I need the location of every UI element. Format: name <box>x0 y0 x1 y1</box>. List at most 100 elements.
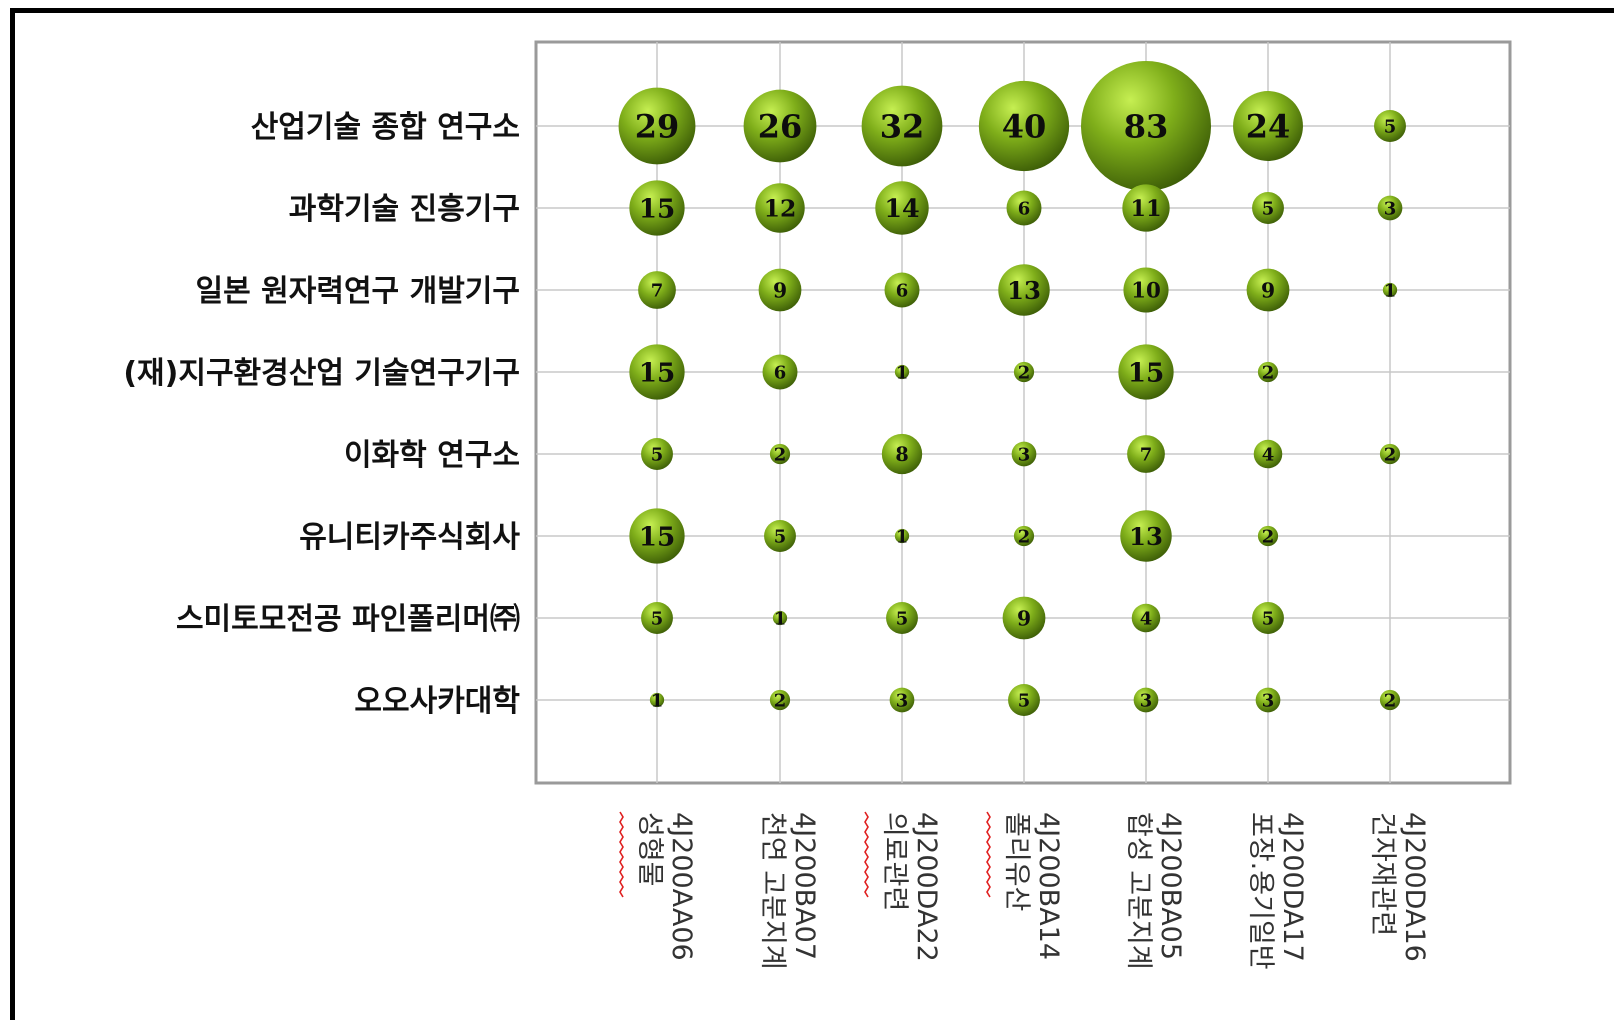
column-name-label: 합성 고분지계 <box>1123 812 1154 970</box>
bubble-value-label: 1 <box>896 526 909 547</box>
bubble <box>629 508 685 564</box>
bubble-value-label: 29 <box>635 108 680 146</box>
bubble <box>861 85 943 167</box>
bubble-value-label: 9 <box>773 278 787 302</box>
bubble-value-label: 3 <box>1018 444 1031 465</box>
bubble <box>886 602 918 634</box>
bubble-value-label: 5 <box>651 608 664 629</box>
bubble-value-label: 2 <box>1262 526 1275 547</box>
bubble-value-label: 4 <box>1262 444 1275 465</box>
bubble-value-label: 5 <box>1262 608 1275 629</box>
bubble-value-label: 2 <box>774 690 787 711</box>
bubble-value-label: 2 <box>1018 526 1031 547</box>
bubble-value-label: 2 <box>1384 444 1397 465</box>
bubble-value-label: 15 <box>639 357 676 388</box>
bubble <box>894 528 910 544</box>
bubble-value-label: 3 <box>1262 690 1275 711</box>
bubble-value-label: 32 <box>880 108 925 146</box>
bubble <box>1133 687 1159 713</box>
bubble-value-label: 6 <box>774 362 787 383</box>
bubble <box>1008 684 1040 716</box>
bubble-value-label: 1 <box>1384 280 1397 301</box>
bubble <box>978 80 1070 172</box>
bubble <box>1127 435 1165 473</box>
bubble-value-label: 9 <box>1017 606 1031 630</box>
spellcheck-squiggle <box>619 811 624 898</box>
bubble-value-label: 6 <box>1018 198 1031 219</box>
bubble <box>629 180 685 236</box>
bubble-value-label: 3 <box>1140 690 1153 711</box>
bubble <box>1252 192 1284 224</box>
bubble <box>1255 687 1281 713</box>
bubble <box>1011 441 1037 467</box>
bubble <box>1246 268 1290 312</box>
bubble <box>894 364 910 380</box>
bubble <box>1120 510 1172 562</box>
bubble <box>1013 361 1035 383</box>
column-name-label: 천연 고분지계 <box>757 812 788 970</box>
bubble-value-label: 6 <box>896 280 909 301</box>
column-code-label: 4J200BA14 <box>1033 812 1064 960</box>
column-code-label: 4J200BA07 <box>789 812 820 960</box>
bubble <box>875 181 929 235</box>
bubble-value-label: 13 <box>1007 276 1041 305</box>
bubble <box>1131 603 1161 633</box>
bubble <box>629 344 685 400</box>
bubble <box>881 433 923 475</box>
column-name-label: 의료관련 <box>879 812 910 911</box>
bubble-value-label: 2 <box>1018 362 1031 383</box>
column-code-label: 4J200DA16 <box>1399 812 1430 962</box>
outer-frame <box>10 8 1614 1020</box>
spellcheck-squiggle <box>986 811 991 898</box>
bubble <box>1374 110 1406 142</box>
bubble <box>889 687 915 713</box>
bubble <box>641 602 673 634</box>
bubble-value-label: 7 <box>1140 444 1153 465</box>
bubble-value-label: 8 <box>895 443 908 466</box>
bubble-value-label: 5 <box>1262 198 1275 219</box>
bubble <box>1233 91 1303 161</box>
bubble <box>649 692 665 708</box>
row-label: 유니티카주식회사 <box>299 520 520 555</box>
row-label: 일본 원자력연구 개발기구 <box>196 274 521 309</box>
bubble <box>1253 439 1283 469</box>
bubble-value-label: 3 <box>896 690 909 711</box>
spellcheck-squiggle <box>864 811 869 898</box>
bubble-value-label: 1 <box>896 362 909 383</box>
bubble-value-label: 26 <box>758 108 803 146</box>
row-label: 산업기술 종합 연구소 <box>251 110 520 145</box>
bubble <box>1257 525 1279 547</box>
bubble-value-label: 12 <box>764 194 797 222</box>
bubble-value-label: 2 <box>1384 690 1397 711</box>
bubble-value-label: 4 <box>1140 608 1153 629</box>
row-label: 이화학 연구소 <box>344 438 520 473</box>
bubble-value-label: 11 <box>1130 196 1161 222</box>
bubble-value-label: 3 <box>1384 198 1397 219</box>
bubbles: 29 26 32 40 83 24 515 12 14 6 11 5 37 9 6 13 10 9 115 6 1 2 15… <box>618 61 1406 716</box>
bubble <box>641 438 673 470</box>
bubble <box>743 89 817 163</box>
column-code-label: 4J200DA17 <box>1277 812 1308 962</box>
bubble <box>998 264 1050 316</box>
bubble <box>755 183 805 233</box>
column-code-label: 4J200AA06 <box>666 812 697 961</box>
bubble-value-label: 10 <box>1131 279 1161 304</box>
bubble-value-label: 5 <box>1018 690 1031 711</box>
bubble <box>1122 184 1170 232</box>
bubble <box>1252 602 1284 634</box>
bubble-value-label: 2 <box>1262 362 1275 383</box>
bubble <box>1006 190 1042 226</box>
column-name-label: 건자재관련 <box>1367 812 1398 936</box>
bubble-value-label: 15 <box>639 521 676 552</box>
bubble <box>884 272 920 308</box>
bubble-value-label: 5 <box>1384 116 1397 137</box>
bubble <box>1013 525 1035 547</box>
column-name-label: 폴리유산 <box>1001 812 1032 911</box>
bubble <box>638 271 676 309</box>
bubble-value-label: 9 <box>1261 278 1275 302</box>
bubble-value-label: 5 <box>896 608 909 629</box>
bubble-value-label: 1 <box>774 608 787 629</box>
bubble <box>618 87 696 165</box>
bubble <box>769 443 791 465</box>
